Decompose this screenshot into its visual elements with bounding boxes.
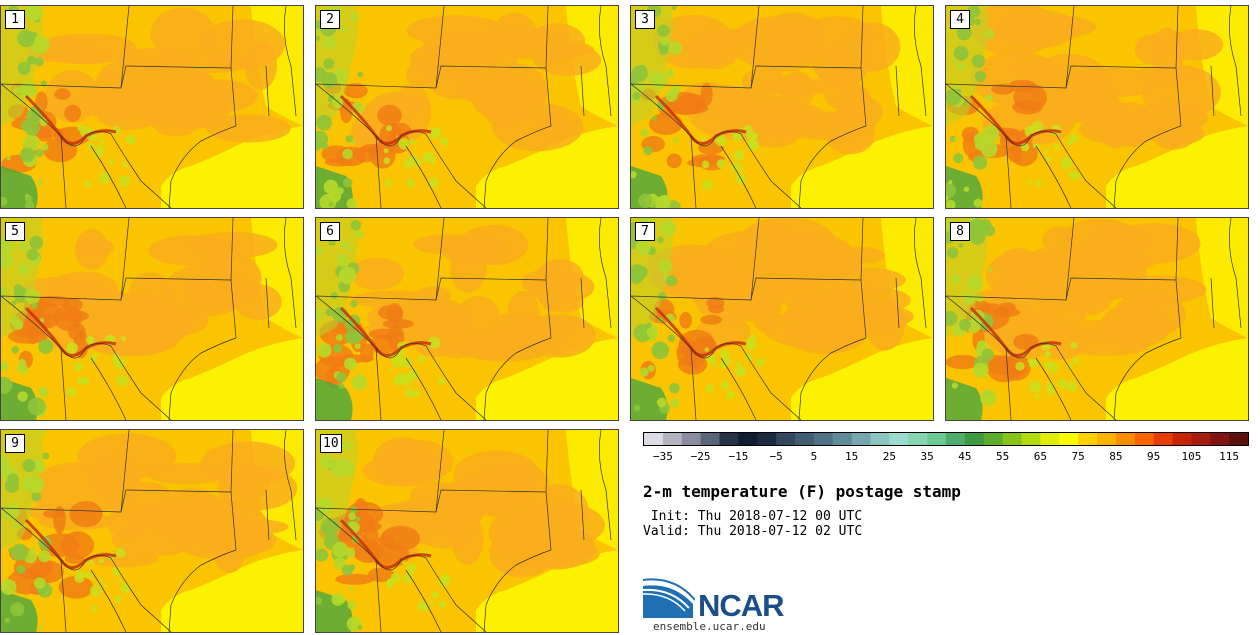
postage-stamp-6: 6 [315, 217, 619, 421]
postage-stamp-8: 8 [945, 217, 1249, 421]
postage-stamp-4: 4 [945, 5, 1249, 209]
colorbar-swatch [776, 433, 796, 445]
stamp-number: 5 [5, 222, 25, 241]
stamp-number: 3 [635, 10, 655, 29]
ncar-logo-text: NCAR [698, 588, 785, 623]
colorbar-swatch [1134, 433, 1155, 445]
colorbar-tick-label: 95 [1146, 450, 1161, 463]
colorbar-swatch [700, 433, 720, 445]
colorbar-tick-label: 115 [1219, 450, 1240, 463]
colorbar-swatch [681, 433, 702, 445]
colorbar-swatch [1191, 433, 1211, 445]
colorbar-swatch [795, 433, 815, 445]
colorbar-swatch [757, 433, 777, 445]
colorbar-swatch [1210, 433, 1230, 445]
colorbar-swatches [643, 432, 1249, 446]
stamp-number: 4 [950, 10, 970, 29]
stamp-number: 9 [5, 434, 25, 453]
postage-stamp-2: 2 [315, 5, 619, 209]
colorbar-swatch [1040, 433, 1060, 445]
colorbar-border [643, 432, 1249, 446]
postage-stamp-3: 3 [630, 5, 934, 209]
colorbar-swatch [738, 433, 758, 445]
ncar-logo-icon [643, 578, 695, 618]
colorbar-swatch [851, 433, 871, 445]
colorbar-swatch [832, 433, 853, 445]
site-url[interactable]: ensemble.ucar.edu [653, 620, 766, 633]
stamp-number: 8 [950, 222, 970, 241]
colorbar-swatch [908, 433, 928, 445]
chart-title: 2-m temperature (F) postage stamp [643, 482, 961, 501]
colorbar-tick-label: 45 [958, 450, 972, 463]
stamp-number: 1 [5, 10, 25, 29]
colorbar-tick-label: 65 [1033, 450, 1048, 463]
colorbar-swatch [1153, 433, 1173, 445]
colorbar-swatch [946, 433, 966, 445]
colorbar-swatch [1097, 433, 1117, 445]
colorbar-tick-labels: −35 −25 −15 −5 5 15 25 35 45 55 65 75 85 95 105 115 [643, 450, 1253, 466]
colorbar-swatch [1172, 433, 1192, 445]
colorbar-swatch [1229, 433, 1249, 445]
colorbar-swatch [927, 433, 947, 445]
colorbar-swatch [719, 433, 739, 445]
colorbar-swatch [644, 433, 664, 445]
colorbar-tick-label: 55 [995, 450, 1010, 463]
colorbar-tick-label: 85 [1109, 450, 1123, 463]
colorbar-swatch [1115, 433, 1136, 445]
colorbar-swatch [964, 433, 985, 445]
colorbar-tick-label: 15 [844, 450, 859, 463]
stamp-number: 2 [320, 10, 340, 29]
colorbar-swatch [1078, 433, 1098, 445]
colorbar-swatch [662, 433, 683, 445]
colorbar-swatch [813, 433, 834, 445]
colorbar-tick-label: 35 [920, 450, 934, 463]
colorbar-tick-label: −15 [728, 450, 749, 463]
colorbar-tick-label: 5 [810, 450, 818, 463]
postage-stamp-1: 1 [0, 5, 304, 209]
colorbar-swatch [983, 433, 1004, 445]
stamp-number: 6 [320, 222, 340, 241]
colorbar-tick-label: −5 [769, 450, 783, 463]
colorbar-swatch [1021, 433, 1041, 445]
colorbar-swatch [889, 433, 909, 445]
colorbar-swatch [870, 433, 890, 445]
valid-time: Valid: Thu 2018-07-12 02 UTC [643, 524, 863, 539]
postage-stamp-10: 10 [315, 429, 619, 633]
colorbar-tick-label: −35 [652, 450, 673, 463]
stamp-number: 10 [320, 434, 342, 453]
colorbar: −35 −25 −15 −5 5 15 25 35 45 55 65 75 85 95 105 115 [643, 431, 1253, 466]
postage-stamp-5: 5 [0, 217, 304, 421]
colorbar-tick-label: 105 [1181, 450, 1202, 463]
colorbar-swatch [1059, 433, 1079, 445]
colorbar-swatch [1002, 433, 1022, 445]
colorbar-tick-label: −25 [690, 450, 711, 463]
colorbar-tick-label: 75 [1071, 450, 1085, 463]
init-time: Init: Thu 2018-07-12 00 UTC [643, 509, 863, 524]
colorbar-tick-label: 25 [882, 450, 897, 463]
postage-stamp-7: 7 [630, 217, 934, 421]
stamp-number: 7 [635, 222, 655, 241]
postage-stamp-9: 9 [0, 429, 304, 633]
